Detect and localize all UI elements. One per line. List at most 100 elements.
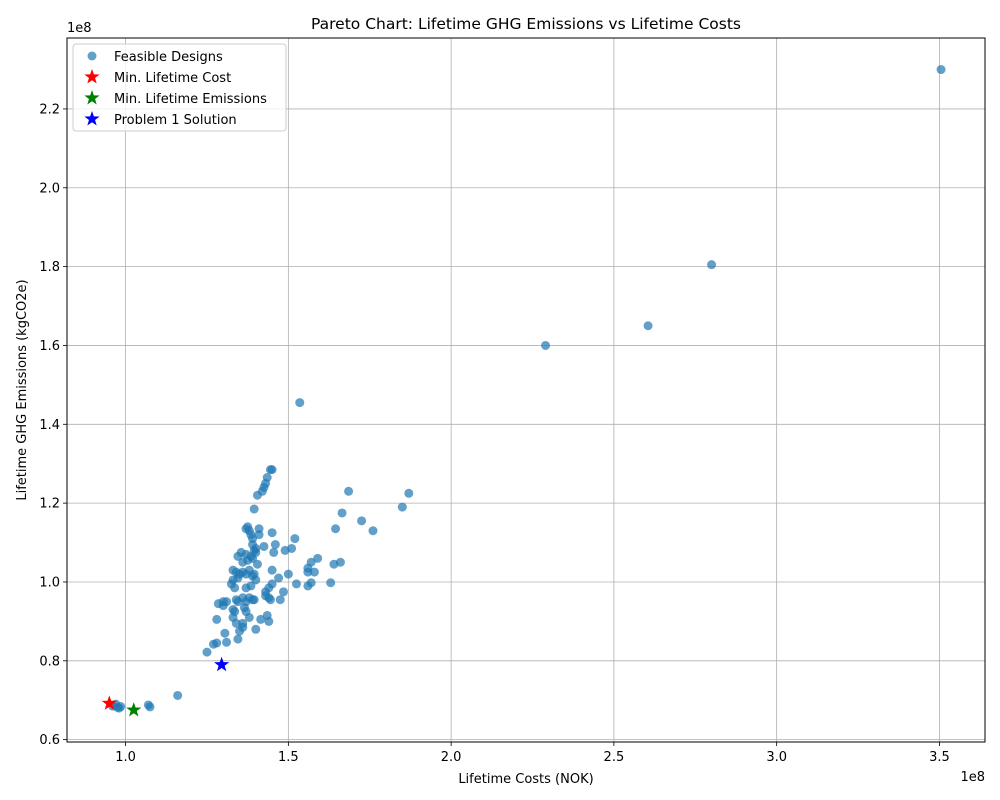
feasible-design-point: [267, 528, 277, 538]
legend-marker-problem1: [84, 111, 100, 126]
legend-label-problem1: Problem 1 Solution: [114, 113, 237, 128]
legend-label-min-cost: Min. Lifetime Cost: [114, 71, 231, 86]
feasible-design-point: [274, 573, 284, 583]
feasible-design-point: [249, 504, 259, 514]
x-tick-label: 3.0: [766, 750, 787, 765]
min-cost-star: [101, 695, 117, 710]
x-tick-label: 3.5: [929, 750, 950, 765]
feasible-design-point: [145, 702, 155, 712]
feasible-design-point: [643, 321, 653, 331]
feasible-design-point: [292, 579, 301, 589]
feasible-design-point: [368, 526, 378, 536]
feasible-design-point: [265, 595, 275, 605]
feasible-design-point: [287, 543, 297, 553]
feasible-design-point: [335, 557, 345, 567]
feasible-design-point: [202, 647, 212, 657]
feasible-design-point: [397, 502, 407, 512]
legend-box: [72, 43, 287, 132]
feasible-design-point: [233, 634, 243, 644]
feasible-design-point: [256, 614, 266, 624]
feasible-design-point: [251, 624, 261, 634]
feasible-design-point: [228, 565, 238, 575]
feasible-design-point: [267, 579, 277, 589]
feasible-design-point: [259, 541, 269, 551]
feasible-design-point: [231, 618, 241, 628]
feasible-design-point: [267, 465, 277, 475]
feasible-design-point: [306, 557, 316, 567]
legend-label-min-emissions: Min. Lifetime Emissions: [114, 92, 267, 107]
feasible-design-point: [173, 690, 183, 700]
x-tick-label: 1.0: [115, 750, 136, 765]
feasible-design-point: [541, 340, 551, 350]
feasible-design-point: [278, 587, 288, 597]
feasible-design-point: [241, 549, 251, 559]
legend-marker-feasible: [87, 51, 97, 61]
plot-frame: [66, 37, 986, 743]
feasible-design-point: [252, 559, 262, 569]
feasible-design-point: [244, 612, 254, 622]
legend-star-icon: [84, 90, 100, 105]
feasible-design-point: [295, 398, 305, 408]
x-tick-label: 2.5: [604, 750, 625, 765]
feasible-design-point: [936, 65, 946, 75]
y-tick-label: 0.6: [39, 733, 60, 748]
feasible-design-point: [309, 567, 319, 577]
feasible-design-point: [331, 524, 341, 534]
feasible-design-point: [249, 595, 259, 605]
legend-star-icon: [84, 111, 100, 126]
feasible-design-point: [267, 565, 277, 575]
legend-label-feasible: Feasible Designs: [114, 50, 223, 65]
feasible-design-point: [213, 599, 223, 609]
feasible-design-point: [246, 581, 256, 591]
y-tick-label: 2.2: [39, 102, 60, 117]
feasible-design-point: [220, 628, 230, 638]
feasible-design-point: [404, 488, 414, 498]
y-tick-label: 1.2: [39, 497, 60, 512]
problem1-solution-star: [214, 656, 230, 672]
feasible-design-point: [269, 547, 279, 557]
feasible-design-point: [283, 569, 293, 579]
y-tick-label: 2.0: [39, 181, 60, 196]
legend-marker-min-cost: [84, 69, 100, 84]
y-tick-label: 0.8: [39, 654, 60, 669]
chart-title: Pareto Chart: Lifetime GHG Emissions vs …: [311, 15, 741, 33]
x-axis-label: Lifetime Costs (NOK): [458, 772, 593, 787]
y-axis-label: Lifetime GHG Emissions (kgCO2e): [15, 279, 30, 500]
feasible-design-point: [251, 575, 261, 585]
feasible-design-point: [238, 618, 248, 628]
feasible-design-point: [228, 605, 238, 615]
feasible-design-point: [337, 508, 347, 518]
feasible-design-point: [243, 522, 253, 532]
feasible-design-point: [344, 486, 354, 496]
feasible-design-point: [222, 597, 232, 607]
feasible-design-point: [230, 583, 240, 593]
y-tick-label: 1.0: [39, 575, 60, 590]
feasible-design-point: [254, 524, 264, 534]
x-tick-label: 2.0: [441, 750, 462, 765]
legend-star-icon: [84, 69, 100, 84]
y-offset-label: 1e8: [67, 21, 92, 36]
feasible-design-point: [707, 260, 717, 270]
feasible-design-point: [262, 473, 272, 483]
min-emissions-star: [126, 702, 142, 717]
legend-marker-min-emissions: [84, 90, 100, 105]
feasible-design-point: [264, 616, 274, 626]
feasible-design-point: [326, 578, 336, 588]
y-tick-label: 1.4: [39, 418, 60, 433]
legend: Feasible Designs Min. Lifetime Cost Min.…: [72, 43, 287, 132]
grid: [67, 38, 985, 742]
feasible-design-point: [357, 516, 367, 526]
feasible-design-point: [212, 638, 222, 648]
axis-ticks: 1.0 1.5 2.0 2.5 3.0 3.5 0.6 0.8 1.0 1.2 1.4 1.6 1.8 2…: [39, 102, 949, 765]
feasible-design-point: [306, 578, 316, 588]
x-offset-label: 1e8: [960, 770, 985, 785]
y-tick-label: 1.8: [39, 260, 60, 275]
feasible-design-point: [290, 534, 300, 544]
y-tick-label: 1.6: [39, 339, 60, 354]
feasible-design-point: [116, 702, 126, 712]
feasible-design-point: [275, 595, 285, 605]
x-tick-label: 1.5: [278, 750, 299, 765]
feasible-design-point: [212, 614, 222, 624]
